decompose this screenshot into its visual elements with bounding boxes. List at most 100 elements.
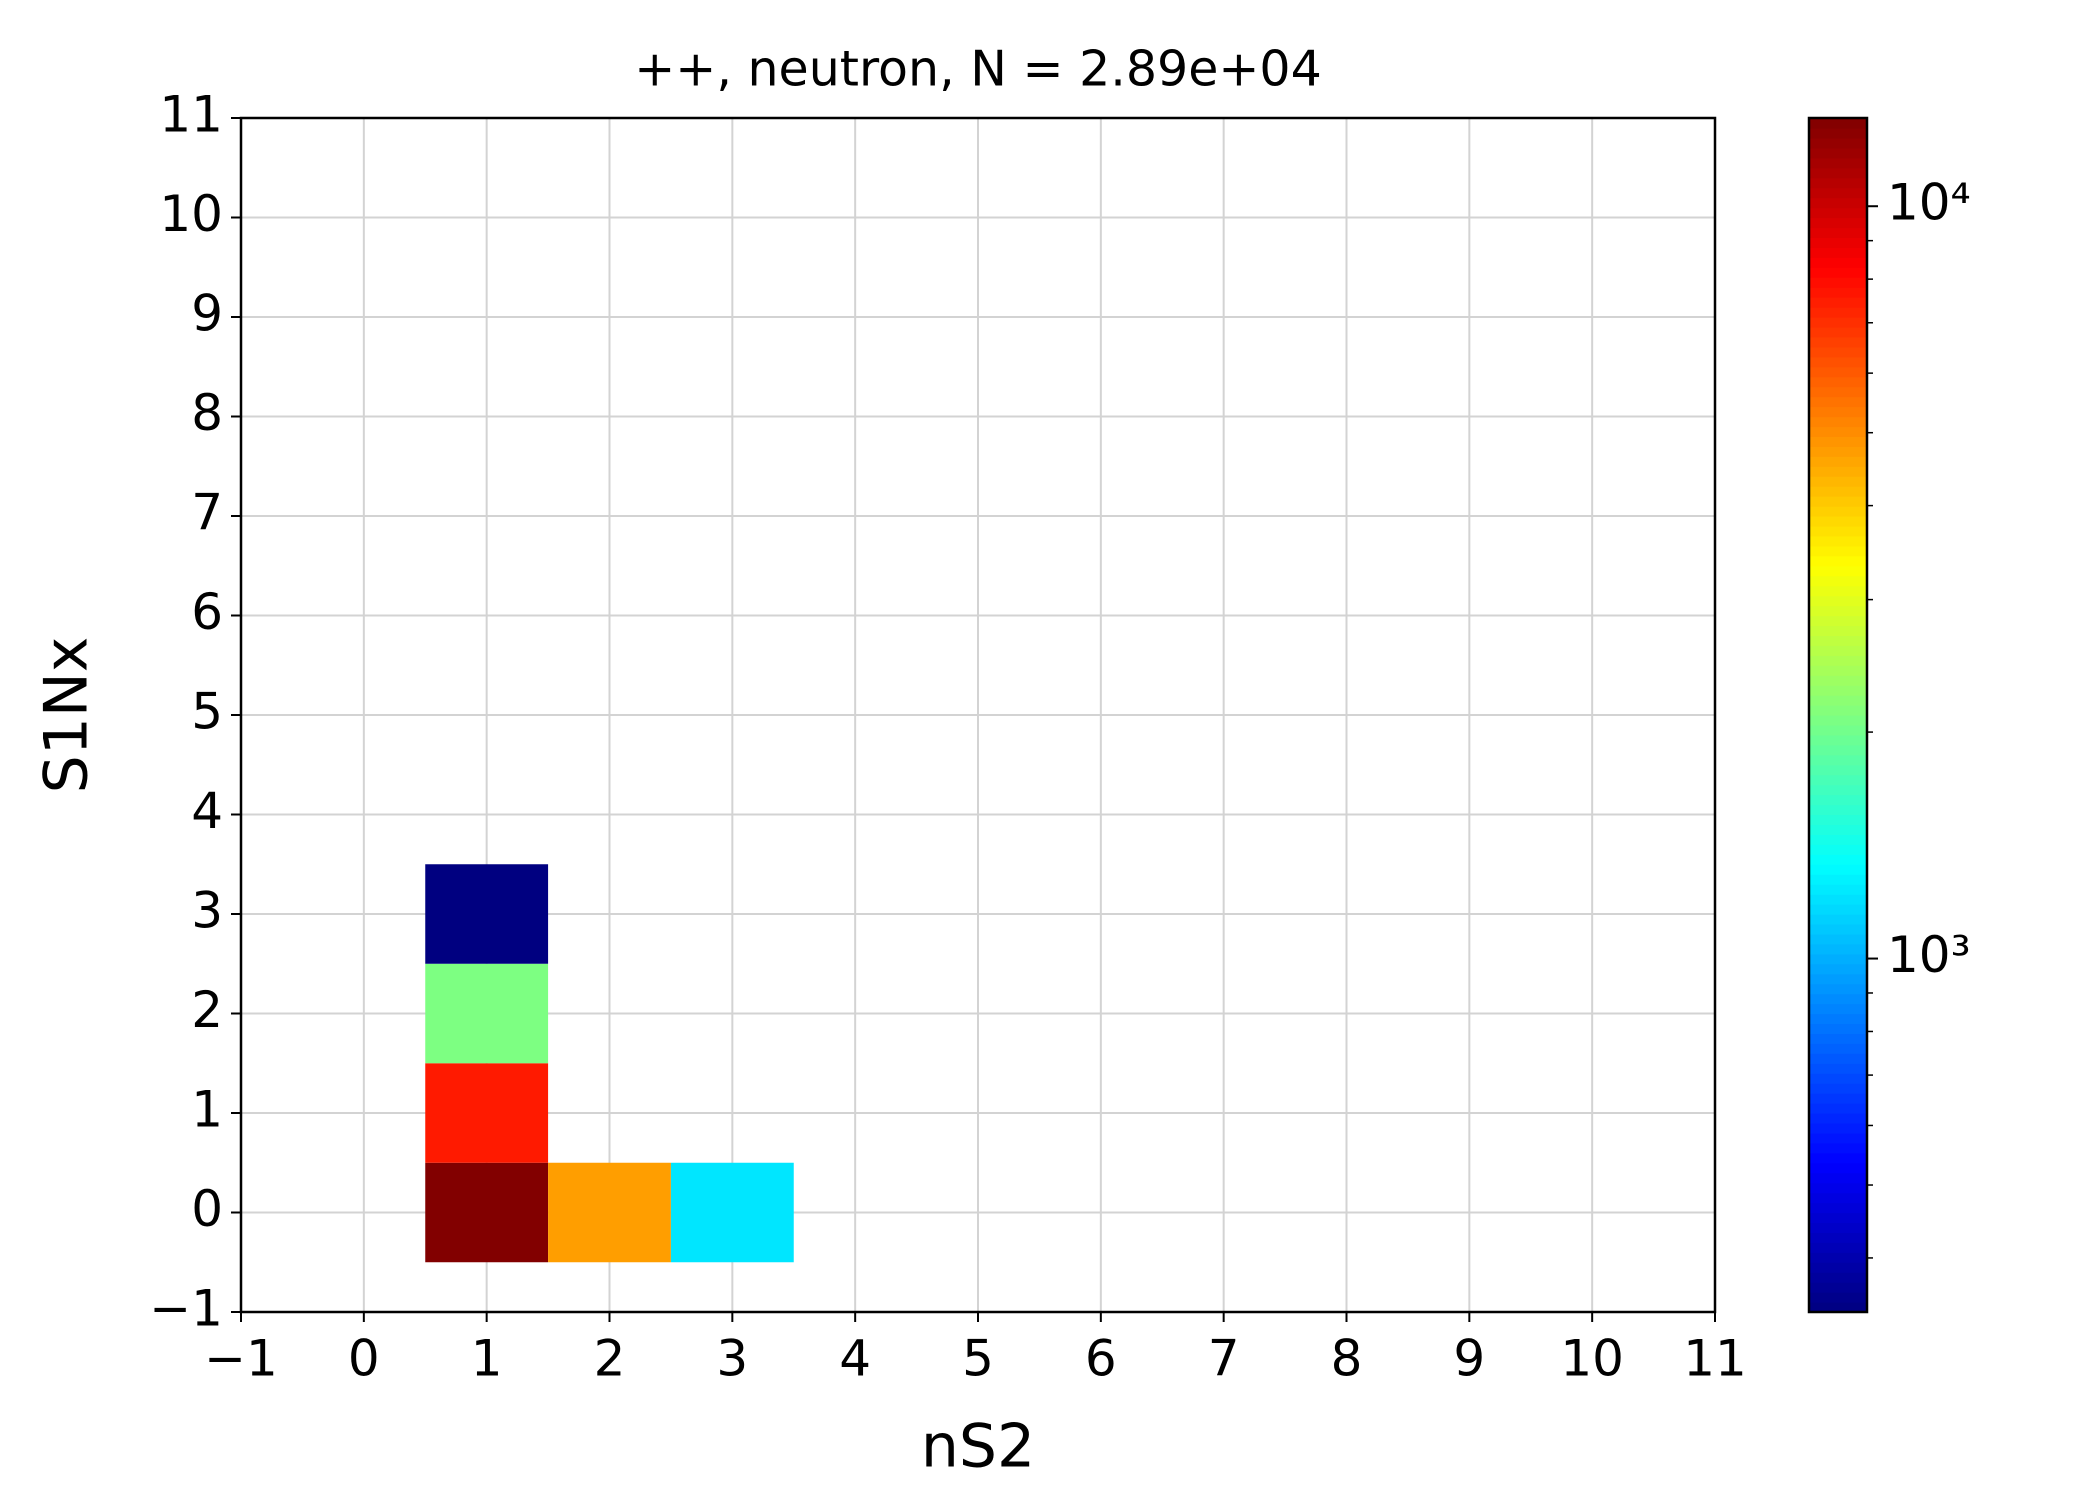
colorbar-step xyxy=(1809,1222,1867,1233)
colorbar-step xyxy=(1809,645,1867,656)
colorbar-step xyxy=(1809,983,1867,995)
colorbar-step xyxy=(1809,844,1867,855)
colorbar-step xyxy=(1809,615,1867,627)
colorbar-step xyxy=(1809,695,1867,706)
colorbar-step xyxy=(1809,535,1867,547)
chart-title: ++, neutron, N = 2.89e+04 xyxy=(634,41,1322,98)
colorbar-step xyxy=(1809,167,1867,179)
colorbar-step xyxy=(1809,446,1867,457)
colorbar-step xyxy=(1809,1093,1867,1104)
colorbar-step xyxy=(1809,1202,1867,1214)
colorbar-step xyxy=(1809,1182,1867,1194)
colorbar-step xyxy=(1809,555,1867,567)
colorbar-step xyxy=(1809,336,1867,348)
colorbar-step xyxy=(1809,834,1867,845)
colorbar-step xyxy=(1809,486,1867,497)
colorbar-step xyxy=(1809,1033,1867,1044)
colorbar-step xyxy=(1809,386,1867,398)
colorbar-step xyxy=(1809,267,1867,278)
colorbar-step xyxy=(1809,207,1867,219)
colorbar-step xyxy=(1809,814,1867,826)
colorbar-step xyxy=(1809,1023,1867,1034)
colorbar-step xyxy=(1809,177,1867,189)
x-tick-label: 8 xyxy=(1331,1330,1363,1388)
colorbar-step xyxy=(1809,197,1867,209)
colorbar-step xyxy=(1809,1113,1867,1124)
colorbar-step xyxy=(1809,824,1867,835)
y-tick-label: 8 xyxy=(191,384,223,442)
colorbar-step xyxy=(1809,496,1867,507)
colorbar-step xyxy=(1809,1122,1867,1134)
x-tick-label: 2 xyxy=(594,1330,626,1388)
colorbar-step xyxy=(1809,356,1867,368)
x-tick-label: −1 xyxy=(204,1330,278,1388)
x-tick-label: 10 xyxy=(1560,1330,1624,1388)
colorbar-step xyxy=(1809,506,1867,517)
y-tick-label: 4 xyxy=(191,782,223,840)
colorbar-step xyxy=(1809,157,1867,169)
colorbar-step xyxy=(1809,605,1867,617)
colorbar-step xyxy=(1809,1013,1867,1025)
colorbar-step xyxy=(1809,1192,1867,1204)
colorbar-step xyxy=(1809,346,1867,358)
y-tick-label: 2 xyxy=(191,981,223,1039)
colorbar-step xyxy=(1809,227,1867,238)
colorbar-step xyxy=(1809,426,1867,437)
colorbar-step xyxy=(1809,297,1867,308)
y-tick-label: 5 xyxy=(191,683,223,741)
y-axis-label: S1Nx xyxy=(32,637,102,794)
colorbar-step xyxy=(1809,854,1867,865)
colorbar-step xyxy=(1809,1232,1867,1243)
colorbar-step xyxy=(1809,1242,1867,1253)
colorbar-frame xyxy=(1807,116,1869,1314)
colorbar-step xyxy=(1809,396,1867,408)
colorbar-step xyxy=(1809,1282,1867,1293)
colorbar-step xyxy=(1809,784,1867,796)
colorbar-step xyxy=(1809,1272,1867,1283)
colorbar-step xyxy=(1809,963,1867,975)
y-tick-label: 7 xyxy=(191,484,223,542)
colorbar-step xyxy=(1809,416,1867,428)
y-tick-label: 3 xyxy=(191,882,223,940)
colorbar-step xyxy=(1809,376,1867,388)
colorbar-step xyxy=(1809,1292,1867,1303)
colorbar-step xyxy=(1809,744,1867,756)
x-tick-label: 11 xyxy=(1683,1330,1747,1388)
colorbar-step xyxy=(1809,366,1867,378)
colorbar-step xyxy=(1809,137,1867,149)
x-axis-label: nS2 xyxy=(921,1412,1035,1482)
colorbar-step xyxy=(1809,715,1867,726)
colorbar-step xyxy=(1809,436,1867,447)
colorbar-step xyxy=(1809,804,1867,816)
colorbar-step xyxy=(1809,516,1867,527)
colorbar-step xyxy=(1809,754,1867,766)
colorbar-step xyxy=(1809,595,1867,607)
colorbar-step xyxy=(1809,953,1867,965)
colorbar-step xyxy=(1809,565,1867,577)
x-tick-label: 7 xyxy=(1208,1330,1240,1388)
colorbar-step xyxy=(1809,655,1867,666)
colorbar-tick-label: 10³ xyxy=(1887,926,1971,984)
heatmap-cell xyxy=(425,1162,549,1263)
colorbar-step xyxy=(1809,1083,1867,1094)
colorbar-step xyxy=(1809,794,1867,806)
colorbar-step xyxy=(1809,1142,1867,1154)
colorbar-step xyxy=(1809,277,1867,288)
colorbar-step xyxy=(1809,1043,1867,1054)
y-tick-label: 11 xyxy=(159,86,223,144)
colorbar-step xyxy=(1809,625,1867,636)
colorbar-step xyxy=(1809,217,1867,229)
colorbar-step xyxy=(1809,764,1867,776)
colorbar-step xyxy=(1809,894,1867,905)
y-tick-label: 9 xyxy=(191,285,223,343)
colorbar-step xyxy=(1809,933,1867,945)
colorbar-step xyxy=(1809,864,1867,875)
colorbar-step xyxy=(1809,1003,1867,1015)
colorbar-step xyxy=(1809,476,1867,487)
colorbar-step xyxy=(1809,575,1867,587)
colorbar-step xyxy=(1809,307,1867,318)
colorbar-step xyxy=(1809,1262,1867,1273)
colorbar-step xyxy=(1809,665,1867,676)
colorbar-step xyxy=(1809,118,1867,129)
colorbar-step xyxy=(1809,1162,1867,1174)
